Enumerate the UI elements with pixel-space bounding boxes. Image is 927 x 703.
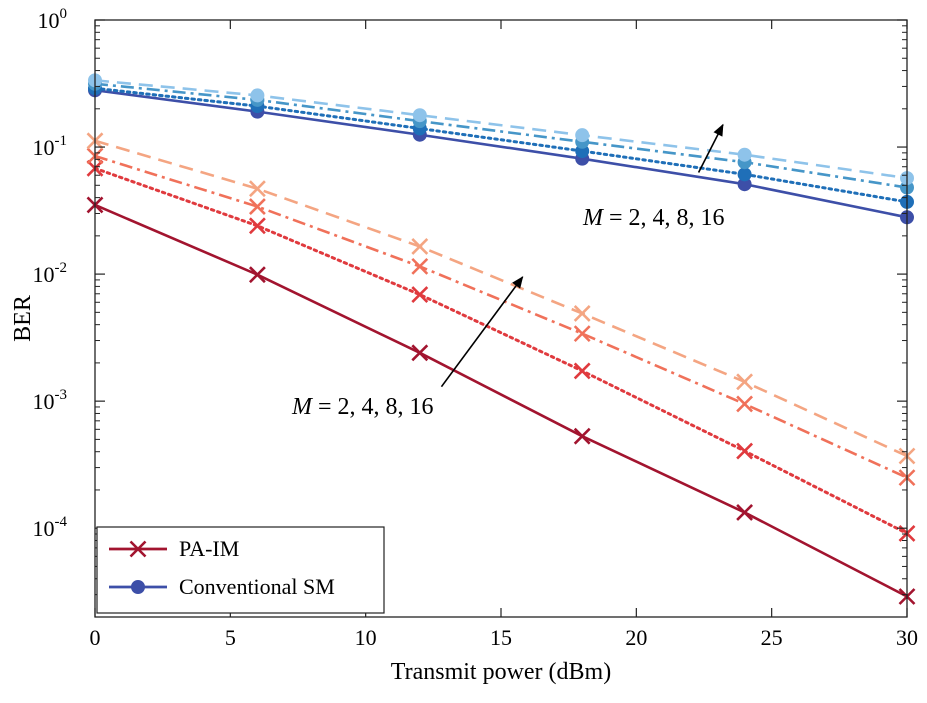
annotation-label: M = 2, 4, 8, 16 bbox=[582, 205, 725, 231]
data-point bbox=[573, 362, 591, 380]
legend-entry: PA-IM bbox=[109, 536, 239, 561]
data-point bbox=[248, 180, 266, 198]
data-point bbox=[573, 305, 591, 322]
x-tick-label: 10 bbox=[355, 625, 377, 650]
data-point bbox=[736, 442, 754, 460]
series-layer bbox=[86, 73, 916, 605]
axes-layer: 0 5 10 15 20 25 30 100 10-1 10-2 10-3 10-4 bbox=[33, 6, 919, 650]
data-point bbox=[248, 198, 266, 215]
legend-label: PA-IM bbox=[179, 536, 239, 561]
data-point bbox=[737, 147, 752, 162]
x-tick-label: 0 bbox=[90, 625, 101, 650]
legend-marker bbox=[129, 540, 147, 558]
data-point bbox=[248, 217, 266, 235]
x-tick-label: 20 bbox=[625, 625, 647, 650]
annotation-arrow bbox=[440, 276, 524, 388]
x-axis-title: Transmit power (dBm) bbox=[391, 659, 611, 685]
x-tick-label: 30 bbox=[896, 625, 918, 650]
x-tick-label: 5 bbox=[225, 625, 236, 650]
data-point bbox=[411, 238, 429, 255]
x-tick-label: 15 bbox=[490, 625, 512, 650]
legend: PA-IM Conventional SM bbox=[96, 526, 385, 614]
data-point bbox=[575, 128, 590, 143]
data-point bbox=[248, 266, 266, 284]
series-line bbox=[94, 79, 908, 180]
data-point bbox=[736, 373, 754, 391]
series-pa-im-m2 bbox=[86, 196, 916, 605]
y-tick-label: 10-3 bbox=[33, 387, 68, 414]
series-line bbox=[93, 86, 909, 204]
series-line bbox=[94, 154, 908, 479]
legend-marker bbox=[131, 580, 145, 594]
plot-area bbox=[95, 20, 907, 617]
y-tick-label: 10-2 bbox=[33, 260, 68, 287]
data-point bbox=[736, 395, 754, 413]
x-tick-label: 25 bbox=[761, 625, 783, 650]
y-tick-label: 10-1 bbox=[33, 133, 68, 160]
data-point bbox=[411, 344, 429, 362]
series-line bbox=[93, 166, 909, 535]
data-point bbox=[250, 88, 265, 103]
series-line bbox=[94, 139, 908, 458]
data-point bbox=[736, 504, 754, 521]
data-point bbox=[411, 286, 429, 303]
legend-entry: Conventional SM bbox=[109, 574, 335, 599]
legend-label: Conventional SM bbox=[179, 574, 335, 599]
data-point bbox=[737, 167, 752, 182]
series-line bbox=[94, 82, 908, 189]
y-tick-label: 10-4 bbox=[33, 514, 68, 541]
data-point bbox=[412, 108, 427, 123]
series-line bbox=[94, 88, 908, 219]
annotation-label: M = 2, 4, 8, 16 bbox=[291, 394, 434, 420]
series-line bbox=[94, 203, 908, 598]
plot-background bbox=[95, 20, 907, 617]
data-point bbox=[573, 325, 591, 343]
annotation-arrow bbox=[697, 123, 724, 173]
data-point bbox=[411, 257, 429, 275]
data-point bbox=[573, 427, 591, 445]
y-tick-label: 100 bbox=[38, 6, 68, 33]
legend-box bbox=[96, 526, 385, 614]
y-axis-title: BER bbox=[10, 295, 36, 342]
series-pa-im-m16 bbox=[86, 132, 916, 465]
annotation-layer: M = 2, 4, 8, 16 M = 2, 4, 8, 16 bbox=[291, 123, 725, 420]
